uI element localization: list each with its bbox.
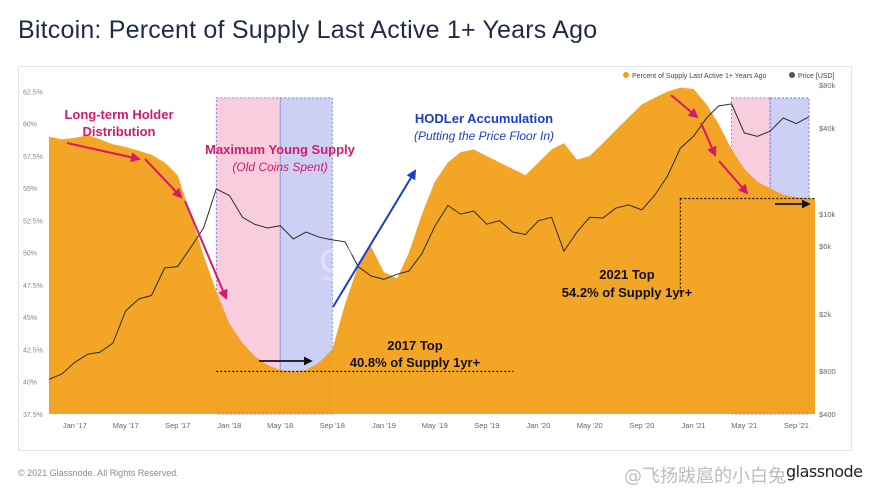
x-tick-label: Sep '20 <box>629 421 654 430</box>
hodl-title: HODLer Accumulation <box>415 111 553 126</box>
y-right-tick-label: $80k <box>819 81 836 90</box>
x-tick-label: May '17 <box>113 421 139 430</box>
x-tick-label: Jan '21 <box>681 421 705 430</box>
y-left-tick-label: 55% <box>23 186 37 193</box>
top2021-sub: 54.2% of Supply 1yr+ <box>562 285 693 300</box>
chart-svg: 37.5% 40% 42.5% 45% 47.5% 50% 52.5% 55% 57.5% 60%… <box>23 72 836 430</box>
y-right-tick-label: $400 <box>819 410 836 419</box>
chart-watermark: gl <box>319 236 356 282</box>
watermark-text: @飞扬跋扈的小白兔 <box>624 466 786 487</box>
x-tick-label: Sep '21 <box>784 421 809 430</box>
lth-arrow-3 <box>184 200 228 300</box>
x-tick-label: Jan '17 <box>63 421 87 430</box>
y-left-tick-label: 37.5% <box>23 412 43 419</box>
lth2021-arrow-2 <box>700 122 717 157</box>
x-tick-label: May '21 <box>731 421 757 430</box>
x-tick-label: Jan '18 <box>217 421 241 430</box>
lth-arrow-2 <box>144 158 183 199</box>
y-left-tick-label: 40% <box>23 380 37 387</box>
y-left-tick-label: 45% <box>23 315 37 322</box>
y-right-tick-label: $6k <box>819 242 831 251</box>
legend-label-supply: Percent of Supply Last Active 1+ Years A… <box>632 73 767 80</box>
y-left-tick-label: 50% <box>23 251 37 258</box>
lth-arrow-1 <box>66 142 141 163</box>
young-sub: (Old Coins Spent) <box>232 160 327 174</box>
legend-dot-price <box>789 72 795 78</box>
x-tick-label: Jan '20 <box>527 421 551 430</box>
y-left-tick-label: 47.5% <box>23 283 43 290</box>
x-tick-label: May '20 <box>577 421 603 430</box>
page-title: Bitcoin: Percent of Supply Last Active 1… <box>18 16 598 44</box>
top2017-title: 2017 Top <box>387 338 442 353</box>
x-tick-label: Jan '19 <box>372 421 396 430</box>
supply-area <box>49 87 815 414</box>
y-right-tick-label: $800 <box>819 367 836 376</box>
x-tick-label: Sep '19 <box>474 421 499 430</box>
top2021-title: 2021 Top <box>599 267 654 282</box>
lth-title-line2: Distribution <box>83 124 156 139</box>
hodl-sub: (Putting the Price Floor In) <box>414 129 554 143</box>
y-left-tick-label: 42.5% <box>23 347 43 354</box>
y-left-tick-label: 62.5% <box>23 89 43 96</box>
brand-logo: glassnode <box>786 462 863 481</box>
y-right-tick-label: $40k <box>819 124 836 133</box>
y-left-tick-label: 57.5% <box>23 154 43 161</box>
price-line <box>48 103 810 380</box>
x-tick-label: May '19 <box>422 421 448 430</box>
top2017-sub: 40.8% of Supply 1yr+ <box>350 355 481 370</box>
copyright-text: © 2021 Glassnode. All Rights Reserved. <box>18 468 179 478</box>
legend-label-price: Price [USD] <box>798 73 835 80</box>
lth-title-line1: Long-term Holder <box>64 107 173 122</box>
y-right-tick-label: $2k <box>819 310 831 319</box>
y-left-tick-label: 60% <box>23 122 37 129</box>
lth2021-arrow-1 <box>670 94 699 119</box>
x-tick-label: Sep '17 <box>165 421 190 430</box>
y-right-tick-label: $10k <box>819 210 836 219</box>
x-tick-label: May '18 <box>267 421 293 430</box>
legend-dot-supply <box>623 72 629 78</box>
young-title: Maximum Young Supply <box>205 142 356 157</box>
y-left-tick-label: 52.5% <box>23 218 43 225</box>
x-tick-label: Sep '18 <box>320 421 345 430</box>
lth2021-arrow-3 <box>718 160 749 195</box>
chart-card: 37.5% 40% 42.5% 45% 47.5% 50% 52.5% 55% 57.5% 60%… <box>18 66 852 451</box>
hodl-arrow <box>332 169 417 308</box>
